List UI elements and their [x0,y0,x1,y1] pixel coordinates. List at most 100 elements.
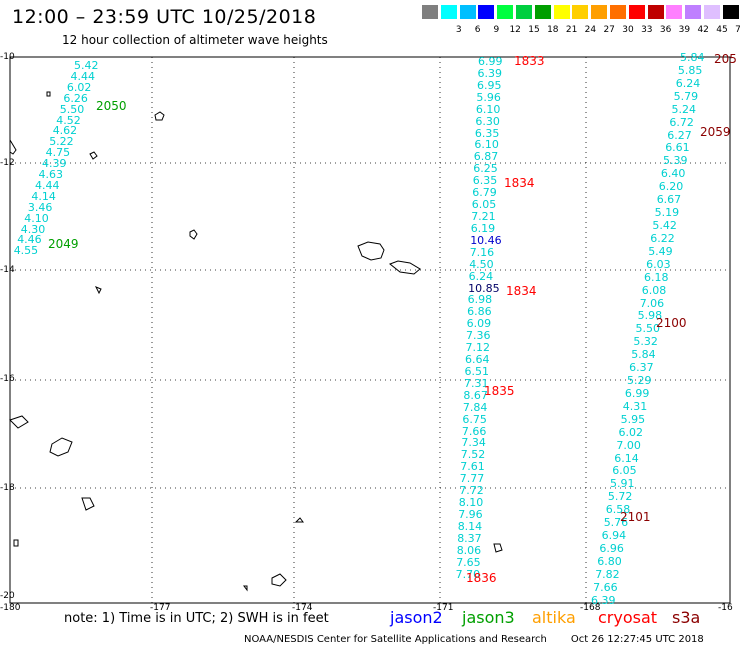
colorbar-label: 3 [455,25,462,35]
map-subtitle: 12 hour collection of altimeter wave hei… [62,33,328,47]
colorbar-label: 42 [697,25,709,35]
wave-height-label: 6.35 [472,174,498,188]
map-title: 12:00 – 23:59 UTC 10/25/2018 [12,6,317,28]
island-shape [9,415,29,429]
colorbar-swatch [685,5,702,19]
wave-height-label: 6.39 [591,593,616,607]
wave-height-label: 7.34 [461,436,486,450]
wave-height-label: 7.66 [461,424,487,438]
time-label: 2050 [96,99,127,113]
colorbar-label: 45 [716,25,728,35]
wave-height-label: 4.31 [622,399,648,413]
wave-height-label: 7.12 [465,341,491,355]
wave-height-label: 4.52 [56,113,81,127]
wave-height-label: 8.10 [458,496,484,509]
time-label: 1834 [506,284,537,298]
wave-height-label: 6.05 [612,464,637,478]
wave-height-label: 5.32 [633,335,658,349]
wave-height-label: 6.22 [650,231,675,245]
wave-height-label: 7.36 [466,329,491,343]
wave-height-label: 7.52 [460,448,486,462]
wave-height-label: 7.31 [464,376,489,390]
wave-height-label: 5.84 [680,51,705,64]
time-label: 2101 [620,510,651,524]
colorbar-swatch [534,5,551,19]
colorbar-swatch [422,5,438,19]
wave-height-label: 6.37 [629,361,654,375]
time-label: 2100 [656,316,687,330]
island-shape [154,111,165,121]
wave-height-label: 6.40 [660,167,686,181]
wave-height-label: 6.14 [614,451,639,465]
wave-height-label: 7.96 [458,508,483,521]
wave-height-label: 4.10 [24,211,49,225]
time-label: 1836 [466,571,497,585]
island-shape [81,497,95,511]
wave-height-label: 5.79 [673,89,699,103]
wave-height-label: 8.67 [463,388,488,402]
wave-height-label: 6.61 [665,141,690,155]
wave-height-label: 6.08 [641,283,667,297]
wave-height-label: 5.50 [59,102,85,116]
wave-height-label: 5.85 [677,63,703,77]
island-shape [493,543,503,553]
footer-credit: NOAA/NESDIS Center for Satellite Applica… [244,634,547,645]
colorbar-label: 30 [622,25,634,35]
wave-height-label: 5.19 [654,206,680,219]
wave-height-label: 5.50 [635,322,661,336]
wave-height-label: 6.72 [669,115,694,129]
wave-height-label: 4.55 [13,244,39,258]
lon-tick-label: -171 [433,603,454,613]
wave-height-label: 6.99 [624,386,650,400]
wave-height-label: 5.72 [607,490,633,504]
wave-height-label: 5.96 [476,90,501,104]
colorbar-label: 21 [565,25,578,35]
wave-height-label: 8.37 [457,531,482,545]
footer-timestamp: Oct 26 12:27:45 UTC 2018 [570,634,704,645]
wave-height-label: 4.44 [35,178,60,192]
wave-height-label: 6.64 [465,353,490,366]
lat-tick-label: -12 [0,158,15,168]
wave-height-label: 6.02 [618,425,644,439]
wave-height-label: 5.22 [49,135,74,149]
wave-height-label: 6.20 [658,180,684,194]
lon-tick-label: -174 [292,603,313,613]
colorbar-label: 33 [641,25,653,35]
wave-height-label: 6.02 [66,80,92,94]
wave-height-label: 6.35 [474,126,500,140]
wave-height-label: 6.30 [475,114,500,128]
wave-height-label: 7.84 [462,400,488,414]
colorbar-label: 36 [659,25,672,35]
island-shape [9,139,17,155]
island-outlines [9,91,503,592]
time-label: 1835 [484,384,515,398]
wave-height-label: 5.29 [627,374,652,387]
colorbar-label: 9 [493,25,500,35]
time-label: 1834 [504,176,535,190]
wave-height-label: 6.24 [468,269,494,283]
units-note: note: 1) Time is in UTC; 2) SWH is in fe… [64,611,329,626]
colorbar-label: 39 [678,25,691,35]
island-shape [94,286,102,295]
colorbar-swatch [497,5,514,19]
wave-height-label: 4.62 [52,124,78,138]
island-shape [271,573,287,587]
lon-tick-label: -180 [0,603,21,613]
wave-height-label: 7.66 [593,580,618,594]
wave-height-label: 6.87 [473,150,499,164]
wave-height-label: 6.27 [667,128,692,142]
colorbar-swatch [478,5,495,19]
wave-height-label: 4.46 [17,233,42,247]
wave-height-label: 5.84 [631,348,656,362]
island-shape [189,229,198,240]
wave-height-label: 7.21 [471,210,496,223]
wave-height-label: 6.05 [471,198,497,211]
legend-item-cryosat: cryosat [598,608,658,627]
wave-height-label: 6.79 [472,186,497,200]
time-label: 1833 [514,54,545,68]
wave-height-label: 5.42 [74,59,99,72]
island-shape [294,517,304,523]
wave-height-label: 7.82 [595,567,620,581]
wave-height-label: 6.99 [478,55,503,68]
